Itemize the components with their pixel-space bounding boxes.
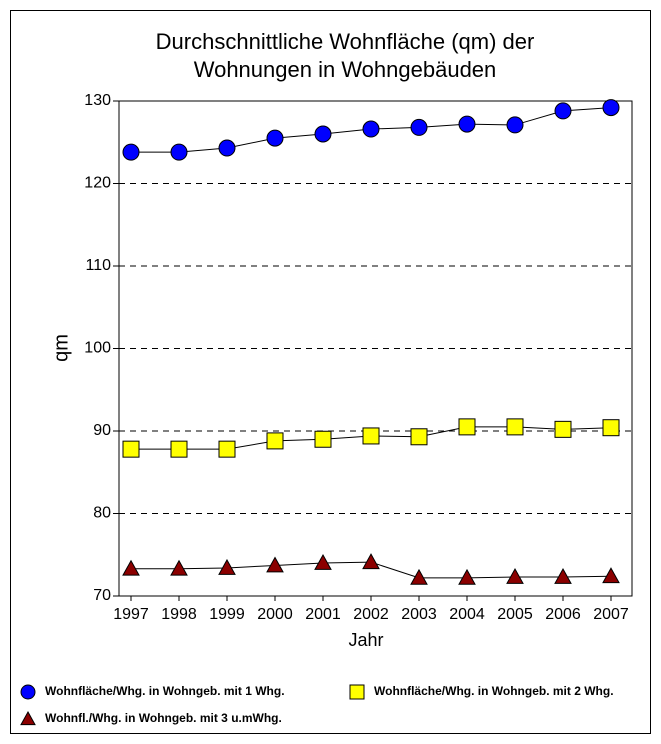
- data-point: [554, 567, 572, 584]
- x-tick-label: 1997: [113, 606, 149, 623]
- data-point: [314, 125, 332, 143]
- y-axis-label: qm: [50, 334, 72, 362]
- x-tick-label: 2002: [353, 606, 389, 623]
- data-point: [266, 556, 284, 573]
- data-point: [458, 568, 476, 585]
- data-point: [314, 553, 332, 570]
- x-tick-label: 2001: [305, 606, 341, 623]
- data-point: [410, 118, 428, 136]
- x-tick-label: 1998: [161, 606, 197, 623]
- data-point: [266, 432, 284, 450]
- x-tick-label: 2007: [593, 606, 629, 623]
- legend-marker: [20, 684, 36, 700]
- data-point: [602, 419, 620, 437]
- data-point: [554, 420, 572, 438]
- y-tick-label: 130: [84, 92, 111, 109]
- x-tick-label: 2006: [545, 606, 581, 623]
- data-point: [362, 553, 380, 570]
- x-tick-label: 1999: [209, 606, 245, 623]
- x-tick-label: 2003: [401, 606, 437, 623]
- data-point: [554, 102, 572, 120]
- data-point: [218, 440, 236, 458]
- data-point: [506, 418, 524, 436]
- frame: [10, 10, 651, 734]
- data-point: [362, 427, 380, 445]
- x-tick-label: 2004: [449, 606, 485, 623]
- data-point: [266, 129, 284, 147]
- data-point: [602, 567, 620, 584]
- x-axis-label: Jahr: [348, 630, 383, 650]
- legend-label: Wohnfläche/Whg. in Wohngeb. mit 1 Whg.: [45, 684, 285, 698]
- data-point: [218, 558, 236, 575]
- x-tick-label: 2005: [497, 606, 533, 623]
- data-point: [218, 139, 236, 157]
- plot-area: [118, 100, 633, 597]
- data-point: [122, 559, 140, 576]
- chart-title: Durchschnittliche Wohnfläche (qm) der: [156, 29, 535, 54]
- data-point: [362, 120, 380, 138]
- data-point: [122, 440, 140, 458]
- data-point: [122, 143, 140, 161]
- y-tick-label: 100: [84, 340, 111, 357]
- data-point: [170, 143, 188, 161]
- data-point: [506, 116, 524, 134]
- data-point: [170, 440, 188, 458]
- y-tick-label: 120: [84, 175, 111, 192]
- data-point: [410, 568, 428, 585]
- data-point: [170, 559, 188, 576]
- legend-marker: [20, 710, 36, 726]
- legend-label: Wohnfläche/Whg. in Wohngeb. mit 2 Whg.: [374, 684, 614, 698]
- data-point: [602, 99, 620, 117]
- chart-title: Wohnungen in Wohngebäuden: [194, 57, 497, 82]
- y-tick-label: 80: [93, 505, 111, 522]
- y-tick-label: 110: [85, 257, 111, 274]
- data-point: [458, 418, 476, 436]
- legend-label: Wohnfl./Whg. in Wohngeb. mit 3 u.mWhg.: [45, 711, 282, 725]
- data-point: [410, 428, 428, 446]
- y-tick-label: 90: [93, 422, 111, 439]
- x-tick-label: 2000: [257, 606, 293, 623]
- data-point: [458, 115, 476, 133]
- data-point: [506, 567, 524, 584]
- data-point: [314, 430, 332, 448]
- y-tick-label: 70: [93, 587, 111, 604]
- legend-marker: [349, 684, 365, 700]
